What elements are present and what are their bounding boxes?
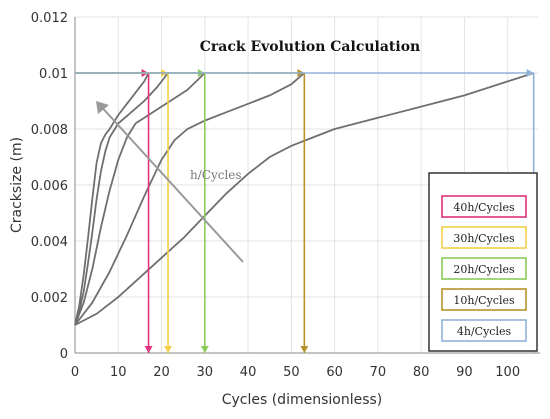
legend-swatch bbox=[441, 319, 527, 342]
critical-arrowhead bbox=[526, 69, 534, 77]
y-tick-label: 0.012 bbox=[31, 11, 68, 26]
y-tick-label: 0.004 bbox=[31, 235, 68, 250]
x-tick-label: 60 bbox=[326, 365, 343, 380]
legend-label: 10h/Cycles bbox=[453, 294, 515, 307]
drop-arrowhead bbox=[164, 346, 173, 353]
series-line bbox=[74, 72, 206, 326]
critical-markers bbox=[75, 69, 538, 353]
x-tick-label: 20 bbox=[153, 365, 170, 380]
x-tick-label: 30 bbox=[197, 365, 214, 380]
x-tick-label: 100 bbox=[495, 365, 520, 380]
legend-label: 20h/Cycles bbox=[453, 263, 515, 276]
x-tick-label: 10 bbox=[110, 365, 127, 380]
legend-swatch bbox=[441, 288, 527, 311]
x-tick-label: 0 bbox=[71, 365, 79, 380]
trend-arrow-head bbox=[96, 101, 109, 114]
legend-label: 4h/Cycles bbox=[457, 325, 512, 338]
series-line bbox=[74, 72, 169, 326]
legend-label: 40h/Cycles bbox=[453, 201, 515, 214]
legend-swatch bbox=[441, 257, 527, 280]
x-tick-label: 50 bbox=[283, 365, 300, 380]
series-line bbox=[74, 72, 305, 326]
tick-labels: 0 10 20 30 40 50 60 70 80 90 100 0 0.002 0.004 0.006 0.… bbox=[31, 11, 520, 380]
legend-label: 30h/Cycles bbox=[453, 232, 515, 245]
legend: 40h/Cycles 30h/Cycles 20h/Cycles 10h/Cycles… bbox=[428, 172, 538, 352]
series-lines bbox=[74, 72, 534, 326]
x-tick-label: 80 bbox=[413, 365, 430, 380]
legend-swatch bbox=[441, 226, 527, 249]
chart-title: Crack Evolution Calculation bbox=[200, 39, 420, 55]
y-tick-label: 0.006 bbox=[31, 179, 68, 194]
series-line bbox=[74, 72, 150, 326]
h-cycles-annotation: h/Cycles bbox=[96, 101, 244, 263]
drop-arrowhead bbox=[300, 346, 309, 353]
x-tick-label: 70 bbox=[370, 365, 387, 380]
drop-arrowhead bbox=[200, 346, 209, 353]
x-tick-label: 90 bbox=[456, 365, 473, 380]
annotation-label: h/Cycles bbox=[190, 168, 242, 182]
y-tick-label: 0 bbox=[60, 347, 68, 362]
y-tick-label: 0.008 bbox=[31, 123, 68, 138]
legend-swatch bbox=[441, 195, 527, 218]
y-tick-label: 0.002 bbox=[31, 291, 68, 306]
y-tick-label: 0.01 bbox=[39, 67, 68, 82]
x-tick-label: 40 bbox=[240, 365, 257, 380]
x-axis-title: Cycles (dimensionless) bbox=[222, 392, 383, 408]
trend-arrow bbox=[97, 102, 244, 263]
series-line bbox=[74, 72, 534, 326]
y-axis-title: Cracksize (m) bbox=[9, 137, 25, 233]
drop-arrowhead bbox=[144, 346, 153, 353]
